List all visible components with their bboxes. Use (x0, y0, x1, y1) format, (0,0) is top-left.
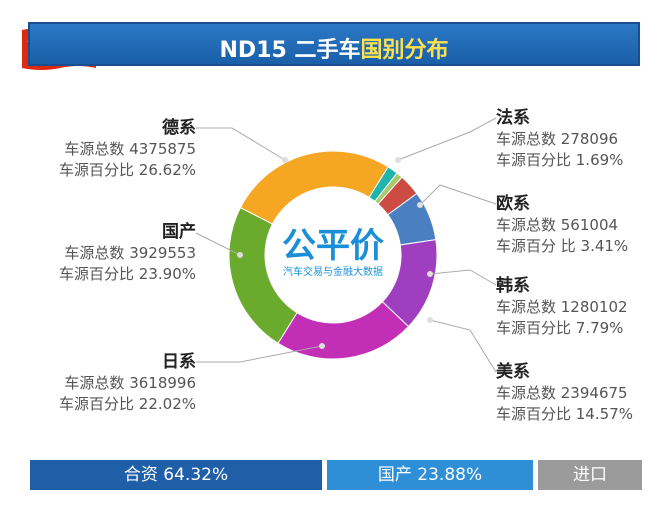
title-prefix: ND15 二手车 (219, 38, 361, 63)
label-eu: 欧系 车源总数 561004 车源百分 比 3.41% (496, 194, 666, 257)
label-fr-count: 车源总数 278096 (496, 130, 619, 148)
leader-line (429, 269, 497, 286)
logo-tagline: 汽车交易与金融大数据 (283, 265, 383, 278)
label-cn-count: 车源总数 3929553 (64, 244, 196, 262)
label-cn-name: 国产 (162, 222, 196, 242)
label-fr-pct: 车源百分比 1.69% (496, 151, 624, 169)
label-us-name: 美系 (496, 362, 530, 382)
page-title: ND15 二手车国别分布 (30, 32, 638, 64)
label-cn: 国产 车源总数 3929553 车源百分比 23.90% (20, 222, 196, 285)
label-fr-name: 法系 (496, 108, 530, 128)
label-fr: 法系 车源总数 278096 车源百分比 1.69% (496, 108, 666, 171)
label-eu-pct: 车源百分 比 3.41% (496, 237, 629, 255)
label-de: 德系 车源总数 4375875 车源百分比 26.62% (20, 118, 196, 181)
leader-dot (395, 157, 401, 163)
label-us-pct: 车源百分比 14.57% (496, 405, 633, 423)
leader-line (196, 127, 286, 161)
title-highlight: 国别分布 (360, 38, 449, 63)
leader-dot (237, 252, 243, 258)
label-de-pct: 车源百分比 26.62% (59, 161, 196, 179)
bar-joint-venture: 合资 64.32% (30, 460, 322, 490)
leader-dot (417, 202, 423, 208)
label-us-count: 车源总数 2394675 (496, 384, 628, 402)
leader-dot (427, 271, 433, 277)
donut-hole (265, 187, 401, 323)
label-eu-count: 车源总数 561004 (496, 216, 619, 234)
label-de-count: 车源总数 4375875 (64, 140, 196, 158)
label-kr-name: 韩系 (496, 276, 530, 296)
label-kr-pct: 车源百分比 7.79% (496, 319, 624, 337)
label-jp-count: 车源总数 3618996 (64, 374, 196, 392)
leader-dot (319, 343, 325, 349)
title-banner: ND15 二手车国别分布 (28, 22, 640, 66)
leader-dot (427, 317, 433, 323)
bar-import: 进口 11.81% (538, 460, 642, 515)
label-cn-pct: 车源百分比 23.90% (59, 265, 196, 283)
label-eu-name: 欧系 (496, 194, 530, 214)
leader-dot (282, 157, 288, 163)
label-jp-name: 日系 (162, 352, 196, 372)
label-kr: 韩系 车源总数 1280102 车源百分比 7.79% (496, 276, 666, 339)
leader-line (196, 345, 323, 363)
leader-line (419, 184, 497, 206)
label-jp: 日系 车源总数 3618996 车源百分比 22.02% (20, 352, 196, 415)
label-kr-count: 车源总数 1280102 (496, 298, 628, 316)
leader-line (397, 117, 497, 161)
label-us: 美系 车源总数 2394675 车源百分比 14.57% (496, 362, 666, 425)
label-jp-pct: 车源百分比 22.02% (59, 395, 196, 413)
leader-line (195, 232, 241, 256)
bar-domestic: 国产 23.88% (327, 460, 533, 490)
logo-name: 公平价 (282, 226, 384, 266)
leader-line (429, 319, 497, 373)
label-de-name: 德系 (162, 118, 196, 138)
